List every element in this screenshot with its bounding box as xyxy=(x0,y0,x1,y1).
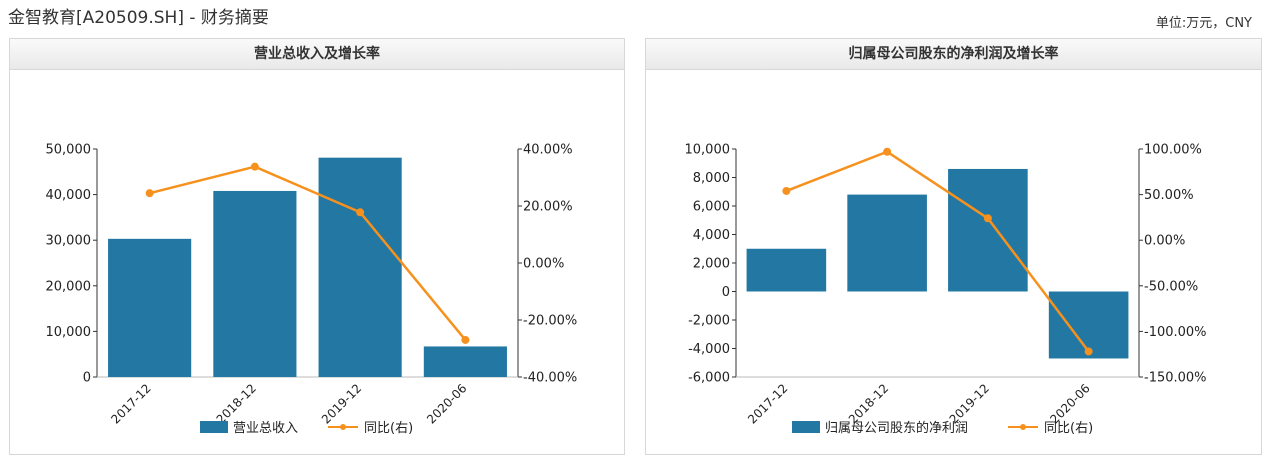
growth-point-2019-12 xyxy=(983,214,992,223)
right-y-tick-label: -100.00% xyxy=(1144,325,1207,340)
right-y-tick-label: -50.00% xyxy=(1144,279,1198,294)
left-y-tick-label: 6,000 xyxy=(693,200,730,215)
left-y-tick-label: 20,000 xyxy=(46,279,92,294)
x-tick-label: 2020-06 xyxy=(424,381,469,426)
left-y-tick-label: -6,000 xyxy=(688,371,730,386)
left-y-tick-label: 8,000 xyxy=(693,171,730,186)
x-tick-label: 2019-12 xyxy=(319,381,364,426)
right-y-tick-label: -20.00% xyxy=(523,314,577,329)
growth-point-2017-12 xyxy=(782,186,791,195)
growth-point-2017-12 xyxy=(145,189,154,198)
right-y-tick-label: 0.00% xyxy=(1144,234,1185,249)
left-y-tick-label: 30,000 xyxy=(46,234,92,249)
net-profit-chart-panel: 归属母公司股东的净利润及增长率 -6,000 -4,000 -2,000 0 2,000… xyxy=(645,38,1262,455)
growth-point-2019-12 xyxy=(356,208,365,217)
bar-2017-12 xyxy=(108,238,192,377)
x-tick-label: 2019-12 xyxy=(947,381,992,426)
left-y-tick-label: 0 xyxy=(83,371,91,386)
x-tick-label: 2018-12 xyxy=(846,381,891,426)
bar-2017-12 xyxy=(746,248,827,292)
x-tick-label: 2018-12 xyxy=(214,381,259,426)
left-y-tick-label: -4,000 xyxy=(688,342,730,357)
left-y-tick-label: 2,000 xyxy=(693,257,730,272)
legend-bar-swatch xyxy=(200,421,228,433)
legend-line-label: 同比(右) xyxy=(1044,421,1093,436)
legend-line-label: 同比(右) xyxy=(364,421,413,436)
right-y-tick-label: -40.00% xyxy=(523,371,577,386)
growth-point-2020-06 xyxy=(1084,347,1093,356)
bar-2020-06 xyxy=(423,346,507,377)
legend-line-marker xyxy=(1020,424,1026,430)
x-tick-label: 2017-12 xyxy=(745,381,790,426)
page-title: 金智教育[A20509.SH] - 财务摘要 xyxy=(8,8,269,28)
growth-point-2018-12 xyxy=(883,147,892,156)
unit-label: 单位:万元，CNY xyxy=(1155,16,1252,31)
growth-line xyxy=(785,150,1090,353)
left-y-tick-label: 10,000 xyxy=(46,325,92,340)
right-y-tick-label: -150.00% xyxy=(1144,371,1207,386)
growth-line xyxy=(149,165,467,341)
right-y-tick-label: 40.00% xyxy=(523,143,573,158)
net-profit-chart: -6,000 -4,000 -2,000 0 2,000 4,000 6,000 8,000 1… xyxy=(685,143,1207,437)
bar-2018-12 xyxy=(847,194,927,292)
legend-bar-swatch xyxy=(792,421,820,433)
growth-point-2020-06 xyxy=(461,335,470,344)
x-tick-label: 2017-12 xyxy=(108,381,153,426)
left-y-tick-label: 50,000 xyxy=(46,143,92,158)
revenue-chart: 0 10,000 20,000 30,000 40,000 50,000 -40.00% -2… xyxy=(46,143,578,437)
bar-2018-12 xyxy=(213,190,297,377)
left-y-tick-label: -2,000 xyxy=(688,314,730,329)
bar-2020-06 xyxy=(1048,291,1129,359)
legend-line-marker xyxy=(340,424,346,430)
revenue-chart-title: 营业总收入及增长率 xyxy=(10,39,624,70)
left-y-tick-label: 10,000 xyxy=(685,143,731,158)
right-y-tick-label: 0.00% xyxy=(523,257,564,272)
right-y-tick-label: 100.00% xyxy=(1144,143,1202,158)
left-y-tick-label: 4,000 xyxy=(693,228,730,243)
x-tick-label: 2020-06 xyxy=(1047,381,1092,426)
legend-bar-label: 营业总收入 xyxy=(233,421,298,436)
bar-2019-12 xyxy=(318,157,402,377)
left-y-tick-label: 0 xyxy=(722,285,730,300)
right-y-tick-label: 50.00% xyxy=(1144,188,1194,203)
net-profit-chart-title: 归属母公司股东的净利润及增长率 xyxy=(646,39,1261,70)
right-y-tick-label: 20.00% xyxy=(523,200,573,215)
growth-point-2018-12 xyxy=(250,162,259,171)
legend-bar-label: 归属母公司股东的净利润 xyxy=(825,420,968,436)
revenue-chart-panel: 营业总收入及增长率 0 10,000 20,000 30,000 40,000 50,00… xyxy=(9,38,625,455)
bar-2019-12 xyxy=(948,168,1028,292)
left-y-tick-label: 40,000 xyxy=(46,188,92,203)
